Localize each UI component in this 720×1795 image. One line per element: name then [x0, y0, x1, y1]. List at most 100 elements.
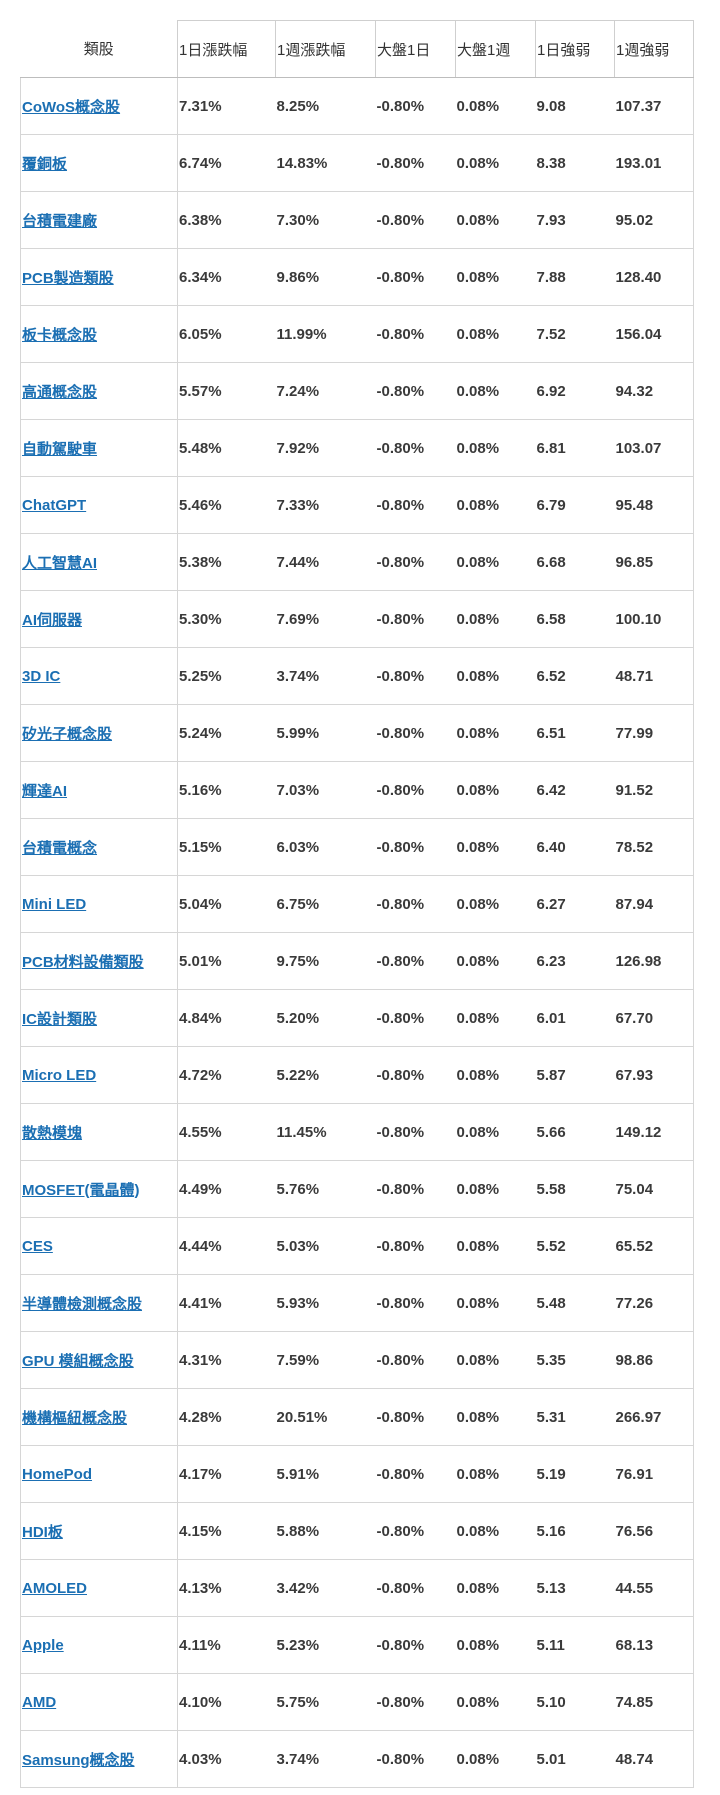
cell-market-1w: 0.08% [455, 1502, 536, 1560]
cell-sector-name: 輝達AI [20, 761, 178, 819]
table-row: CES 4.44% 5.03% -0.80% 0.08% 5.52 65.52 [20, 1217, 694, 1275]
header-row: 類股 1日漲跌幅 1週漲跌幅 大盤1日 大盤1週 1日強弱 1週強弱 [20, 20, 694, 78]
cell-market-1d: -0.80% [375, 818, 456, 876]
sector-link[interactable]: HDI板 [22, 1523, 63, 1541]
cell-change-1w: 7.44% [275, 533, 376, 591]
sector-link[interactable]: IC設計類股 [22, 1010, 98, 1028]
cell-market-1d: -0.80% [375, 1046, 456, 1104]
sector-link[interactable]: HomePod [22, 1465, 93, 1483]
cell-change-1w: 7.33% [275, 476, 376, 534]
sector-link[interactable]: AI伺服器 [22, 611, 83, 629]
cell-change-1d: 5.57% [177, 362, 276, 420]
cell-market-1d: -0.80% [375, 476, 456, 534]
cell-change-1w: 5.91% [275, 1445, 376, 1503]
cell-market-1d: -0.80% [375, 1103, 456, 1161]
cell-strength-1w: 76.91 [614, 1445, 694, 1503]
cell-change-1w: 5.93% [275, 1274, 376, 1332]
cell-sector-name: 機構樞紐概念股 [20, 1388, 178, 1446]
sector-link[interactable]: AMOLED [22, 1579, 87, 1597]
cell-strength-1d: 6.81 [535, 419, 615, 477]
sector-link[interactable]: MOSFET(電晶體) [22, 1181, 140, 1199]
cell-strength-1w: 91.52 [614, 761, 694, 819]
table-row: Mini LED 5.04% 6.75% -0.80% 0.08% 6.27 87.94 [20, 875, 694, 933]
cell-market-1w: 0.08% [455, 932, 536, 990]
cell-market-1d: -0.80% [375, 191, 456, 249]
cell-change-1d: 4.72% [177, 1046, 276, 1104]
sector-link[interactable]: Mini LED [22, 895, 87, 913]
sector-link[interactable]: 矽光子概念股 [22, 725, 113, 743]
sector-link[interactable]: Micro LED [22, 1066, 97, 1084]
cell-sector-name: AI伺服器 [20, 590, 178, 648]
sector-link[interactable]: 台積電概念 [22, 839, 98, 857]
cell-change-1d: 4.49% [177, 1160, 276, 1218]
cell-market-1w: 0.08% [455, 1217, 536, 1275]
sector-link[interactable]: PCB材料設備類股 [22, 953, 144, 971]
cell-strength-1d: 7.93 [535, 191, 615, 249]
cell-strength-1d: 5.31 [535, 1388, 615, 1446]
cell-market-1d: -0.80% [375, 1730, 456, 1788]
sector-link[interactable]: PCB製造類股 [22, 269, 114, 287]
cell-strength-1d: 5.16 [535, 1502, 615, 1560]
cell-strength-1w: 98.86 [614, 1331, 694, 1389]
table-row: 散熱模塊 4.55% 11.45% -0.80% 0.08% 5.66 149.12 [20, 1103, 694, 1161]
table-row: CoWoS概念股 7.31% 8.25% -0.80% 0.08% 9.08 107.37 [20, 77, 694, 135]
cell-change-1w: 6.75% [275, 875, 376, 933]
sector-link[interactable]: 3D IC [22, 667, 61, 685]
cell-market-1d: -0.80% [375, 1331, 456, 1389]
header-sector: 類股 [20, 20, 178, 78]
cell-change-1d: 6.38% [177, 191, 276, 249]
sector-link[interactable]: AMD [22, 1693, 57, 1711]
cell-strength-1d: 6.51 [535, 704, 615, 762]
cell-strength-1w: 96.85 [614, 533, 694, 591]
sector-link[interactable]: 輝達AI [22, 782, 68, 800]
cell-change-1d: 4.17% [177, 1445, 276, 1503]
sector-link[interactable]: 覆銅板 [22, 155, 68, 173]
sector-link[interactable]: Samsung概念股 [22, 1751, 135, 1769]
cell-strength-1d: 5.66 [535, 1103, 615, 1161]
sector-link[interactable]: 自動駕駛車 [22, 440, 98, 458]
cell-change-1w: 5.22% [275, 1046, 376, 1104]
sector-link[interactable]: 台積電建廠 [22, 212, 98, 230]
cell-market-1w: 0.08% [455, 1046, 536, 1104]
cell-strength-1w: 94.32 [614, 362, 694, 420]
cell-strength-1w: 193.01 [614, 134, 694, 192]
cell-market-1d: -0.80% [375, 761, 456, 819]
sector-link[interactable]: 機構樞紐概念股 [22, 1409, 128, 1427]
cell-market-1w: 0.08% [455, 77, 536, 135]
table-row: HomePod 4.17% 5.91% -0.80% 0.08% 5.19 76.91 [20, 1445, 694, 1503]
sector-link[interactable]: GPU 模組概念股 [22, 1352, 134, 1370]
sector-link[interactable]: ChatGPT [22, 496, 87, 514]
cell-strength-1w: 67.93 [614, 1046, 694, 1104]
cell-market-1d: -0.80% [375, 1274, 456, 1332]
table-header: 類股 1日漲跌幅 1週漲跌幅 大盤1日 大盤1週 1日強弱 1週強弱 [20, 20, 694, 78]
cell-market-1w: 0.08% [455, 362, 536, 420]
sector-link[interactable]: CoWoS概念股 [22, 98, 121, 116]
cell-change-1w: 7.69% [275, 590, 376, 648]
cell-sector-name: Apple [20, 1616, 178, 1674]
sector-link[interactable]: CES [22, 1237, 53, 1255]
cell-market-1w: 0.08% [455, 476, 536, 534]
sector-link[interactable]: 半導體檢測概念股 [22, 1295, 143, 1313]
cell-strength-1d: 6.40 [535, 818, 615, 876]
cell-sector-name: ChatGPT [20, 476, 178, 534]
cell-change-1d: 6.05% [177, 305, 276, 363]
cell-change-1w: 7.30% [275, 191, 376, 249]
cell-change-1w: 3.74% [275, 647, 376, 705]
cell-change-1d: 4.28% [177, 1388, 276, 1446]
cell-market-1d: -0.80% [375, 1673, 456, 1731]
cell-market-1w: 0.08% [455, 818, 536, 876]
sector-link[interactable]: 散熱模塊 [22, 1124, 83, 1142]
sector-link[interactable]: 板卡概念股 [22, 326, 98, 344]
cell-sector-name: 半導體檢測概念股 [20, 1274, 178, 1332]
cell-change-1d: 5.38% [177, 533, 276, 591]
cell-strength-1d: 5.19 [535, 1445, 615, 1503]
table-row: 覆銅板 6.74% 14.83% -0.80% 0.08% 8.38 193.01 [20, 134, 694, 192]
cell-market-1d: -0.80% [375, 362, 456, 420]
cell-market-1d: -0.80% [375, 1559, 456, 1617]
cell-market-1d: -0.80% [375, 1160, 456, 1218]
sector-link[interactable]: Apple [22, 1636, 64, 1654]
cell-strength-1w: 95.48 [614, 476, 694, 534]
cell-market-1w: 0.08% [455, 1559, 536, 1617]
sector-link[interactable]: 高通概念股 [22, 383, 98, 401]
sector-link[interactable]: 人工智慧AI [22, 554, 98, 572]
